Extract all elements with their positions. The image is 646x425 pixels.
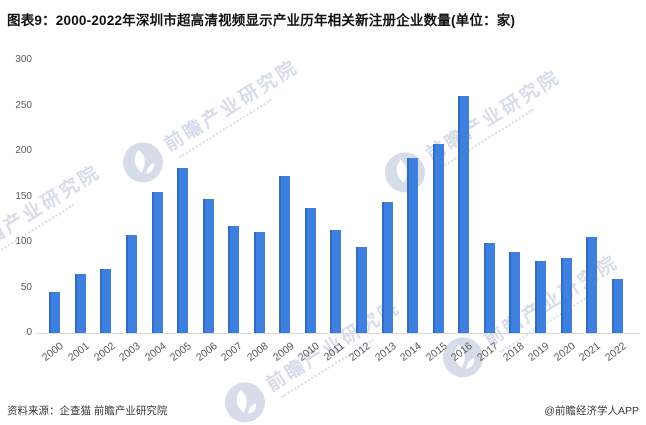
bar-slot-2020 xyxy=(553,60,579,333)
bar-slot-2006 xyxy=(195,60,221,333)
bar-2022 xyxy=(611,279,623,333)
x-tick-2003: 2003 xyxy=(117,340,143,364)
bar-slot-2016 xyxy=(451,60,477,333)
x-tick-2016: 2016 xyxy=(449,340,476,364)
x-tick-2013: 2013 xyxy=(372,340,399,364)
x-axis-line xyxy=(36,333,640,334)
bar-2020 xyxy=(560,258,572,333)
x-tick-2021: 2021 xyxy=(577,340,604,364)
x-tick-2014: 2014 xyxy=(398,340,425,364)
bar-series xyxy=(42,60,630,333)
x-tick-2005: 2005 xyxy=(168,340,194,364)
x-tick-2012: 2012 xyxy=(347,340,373,364)
chart-title: 图表9：2000-2022年深圳市超高清视频显示产业历年相关新注册企业数量(单位… xyxy=(7,13,516,28)
bar-slot-2004 xyxy=(144,60,170,333)
bar-2002 xyxy=(100,269,112,333)
bar-slot-2003 xyxy=(119,60,145,333)
bar-slot-2021 xyxy=(579,60,605,333)
credit-note: @前瞻经济学人APP xyxy=(544,405,639,417)
bar-slot-2019 xyxy=(528,60,554,333)
bar-2001 xyxy=(74,273,86,333)
bar-2008 xyxy=(253,232,265,333)
bar-slot-2013 xyxy=(374,60,400,333)
bar-slot-2007 xyxy=(221,60,247,333)
x-tick-2011: 2011 xyxy=(322,340,348,364)
x-tick-2019: 2019 xyxy=(526,340,552,364)
x-tick-2008: 2008 xyxy=(244,340,271,364)
bar-2003 xyxy=(125,234,137,333)
bar-2017 xyxy=(483,242,495,333)
watermark-logo-icon xyxy=(224,382,265,423)
x-tick-2006: 2006 xyxy=(193,340,220,364)
bar-slot-2001 xyxy=(68,60,94,333)
x-tick-2020: 2020 xyxy=(551,340,578,364)
y-tick-50: 50 xyxy=(20,281,32,293)
bar-slot-2000 xyxy=(42,60,68,333)
x-tick-2015: 2015 xyxy=(423,340,450,364)
bar-slot-2009 xyxy=(272,60,298,333)
bar-slot-2022 xyxy=(604,60,630,333)
bar-2007 xyxy=(228,225,240,333)
bar-2012 xyxy=(356,246,368,333)
x-tick-2017: 2017 xyxy=(474,340,501,364)
bar-2014 xyxy=(407,158,419,333)
x-tick-2009: 2009 xyxy=(270,340,297,364)
y-tick-300: 300 xyxy=(15,54,32,65)
bar-2015 xyxy=(432,143,444,333)
y-tick-0: 0 xyxy=(26,327,32,338)
bar-slot-2002 xyxy=(93,60,119,333)
bar-slot-2015 xyxy=(425,60,451,333)
x-tick-2004: 2004 xyxy=(142,340,169,364)
y-tick-250: 250 xyxy=(15,99,32,111)
bar-2011 xyxy=(330,230,342,333)
bar-2013 xyxy=(381,201,393,333)
bar-slot-2018 xyxy=(502,60,528,333)
bar-2016 xyxy=(458,95,470,333)
x-tick-2007: 2007 xyxy=(219,340,246,364)
bar-2018 xyxy=(509,252,521,333)
y-tick-100: 100 xyxy=(15,236,32,247)
source-note: 资料来源：企查猫 前瞻产业研究院 xyxy=(7,405,168,417)
bar-slot-2010 xyxy=(298,60,324,333)
bar-2009 xyxy=(279,176,291,333)
bar-2010 xyxy=(304,208,316,333)
bar-2019 xyxy=(534,261,546,333)
bar-2000 xyxy=(49,292,61,333)
bar-2004 xyxy=(151,191,163,333)
bar-slot-2014 xyxy=(400,60,426,333)
bar-slot-2017 xyxy=(477,60,503,333)
x-tick-2000: 2000 xyxy=(40,340,67,364)
bar-2005 xyxy=(177,168,189,333)
x-tick-2001: 2001 xyxy=(65,340,92,364)
bar-slot-2008 xyxy=(247,60,273,333)
y-tick-200: 200 xyxy=(15,145,32,156)
x-tick-2010: 2010 xyxy=(296,340,322,364)
x-tick-2002: 2002 xyxy=(91,340,118,364)
bar-2006 xyxy=(202,199,214,333)
bar-2021 xyxy=(586,237,598,333)
bar-slot-2012 xyxy=(349,60,375,333)
bar-slot-2005 xyxy=(170,60,196,333)
x-tick-2022: 2022 xyxy=(602,340,629,364)
y-tick-150: 150 xyxy=(15,190,32,202)
x-tick-2018: 2018 xyxy=(500,340,527,364)
bar-slot-2011 xyxy=(323,60,349,333)
